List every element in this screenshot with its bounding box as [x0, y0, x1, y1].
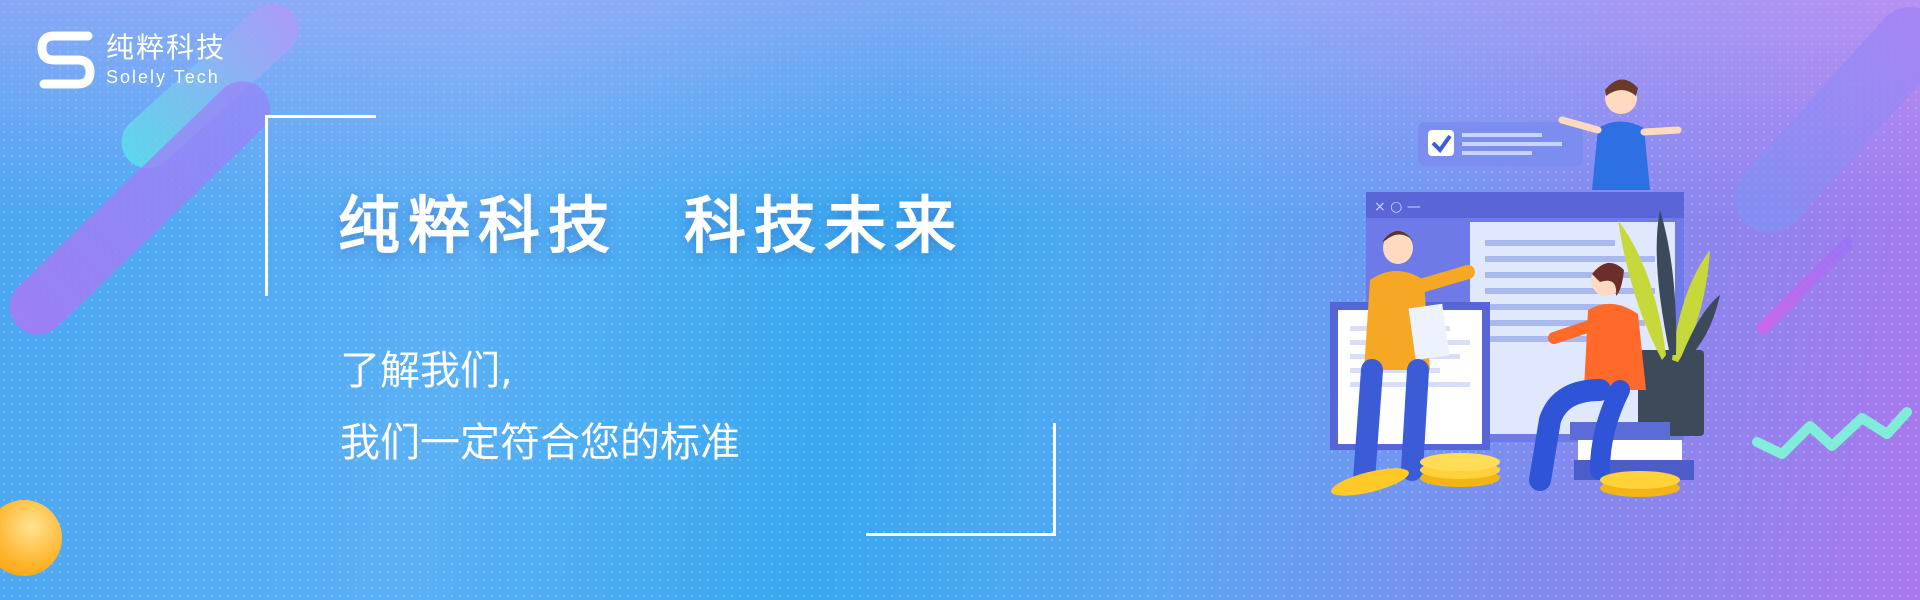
brand-name-cn: 纯粹科技 — [106, 31, 227, 64]
checkbox-card-icon — [1418, 122, 1583, 166]
decor-orange-ball — [0, 500, 62, 576]
subtext-line-1: 了解我们, — [340, 348, 513, 394]
subtext-line-2: 我们一定符合您的标准 — [340, 420, 740, 466]
svg-text:× ○ —: × ○ — — [1374, 199, 1421, 215]
headline-part-2: 科技未来 — [684, 189, 965, 262]
person-standing-icon — [1353, 231, 1475, 491]
zigzag-arrow-icon — [1752, 407, 1912, 459]
brand-name-en: Solely Tech — [106, 67, 220, 87]
frame-corner-bottom-right — [866, 423, 1056, 536]
presenter-icon — [1558, 79, 1682, 190]
brand-logo[interactable]: 纯粹科技 Solely Tech — [36, 28, 226, 92]
coins-icon — [1331, 453, 1680, 497]
s-logo-icon — [37, 31, 95, 89]
plant-icon — [1618, 210, 1720, 436]
hero-subtext: 了解我们, 我们一定符合您的标准 — [340, 335, 740, 479]
team-illustration: × ○ — — [1330, 79, 1720, 497]
frame-corner-top-left — [265, 115, 376, 296]
hero-headline: 纯粹科技 科技未来 — [338, 175, 964, 265]
person-sitting-icon — [1529, 262, 1646, 491]
headline-part-1: 纯粹科技 — [338, 189, 619, 262]
